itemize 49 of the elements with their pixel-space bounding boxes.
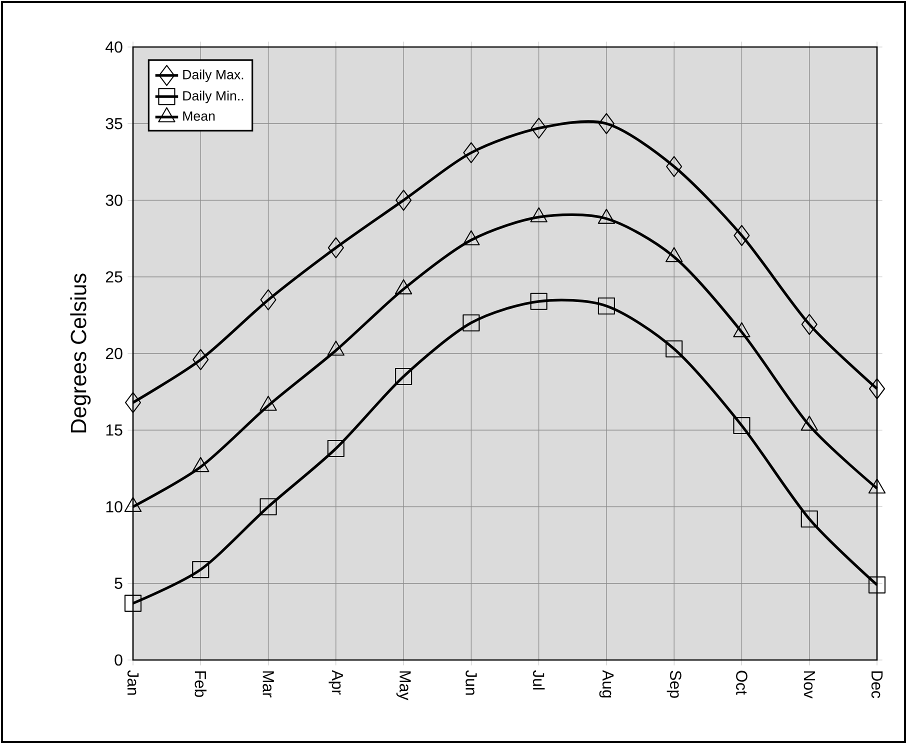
y-tick-label: 15 <box>106 424 122 436</box>
point <box>462 314 480 332</box>
legend-label: Mean <box>183 111 215 121</box>
point <box>666 340 683 358</box>
point <box>192 349 209 370</box>
point <box>800 510 818 528</box>
point <box>124 594 142 612</box>
y-axis-title: Degrees Celsius <box>70 274 91 432</box>
point <box>396 190 412 211</box>
x-tick-label: Nov <box>804 671 815 698</box>
y-tick-label: 35 <box>106 118 122 130</box>
x-tick-label: Dec <box>871 671 883 698</box>
x-tick-label: Aug <box>599 670 614 698</box>
point <box>395 368 412 386</box>
x-tick-label: Apr <box>328 670 344 695</box>
point <box>124 392 142 414</box>
point <box>530 292 548 310</box>
y-tick-label: 20 <box>106 348 122 360</box>
y-tick-label: 10 <box>106 501 122 512</box>
y-tick-label: 40 <box>106 41 122 53</box>
point <box>260 289 276 310</box>
x-tick-label: Mar <box>262 671 274 698</box>
point <box>598 113 614 134</box>
point <box>598 297 615 315</box>
x-tick-label: Jul <box>532 670 545 690</box>
point <box>260 498 277 516</box>
x-tick-label: May <box>396 671 411 700</box>
legend-label: Daily Max. <box>183 70 244 82</box>
x-tick-label: Jun <box>466 670 477 695</box>
point <box>734 224 750 246</box>
x-tick-label: Feb <box>194 671 207 697</box>
point <box>666 156 682 178</box>
point <box>328 237 344 258</box>
point <box>733 416 750 434</box>
y-tick-label: 0 <box>114 654 122 666</box>
y-tick-label: 30 <box>106 194 122 206</box>
point <box>327 440 344 458</box>
point <box>530 118 547 139</box>
legend-label: Daily Min.. <box>183 90 244 104</box>
point <box>868 576 886 594</box>
point <box>801 314 818 335</box>
x-tick-label: Jan <box>127 670 139 695</box>
x-tick-label: Oct <box>736 670 748 695</box>
point <box>463 142 480 164</box>
y-tick-label: 5 <box>114 578 122 589</box>
point <box>192 561 210 578</box>
y-tick-label: 25 <box>106 271 122 283</box>
point <box>868 378 886 400</box>
x-tick-label: Sep <box>666 670 682 698</box>
